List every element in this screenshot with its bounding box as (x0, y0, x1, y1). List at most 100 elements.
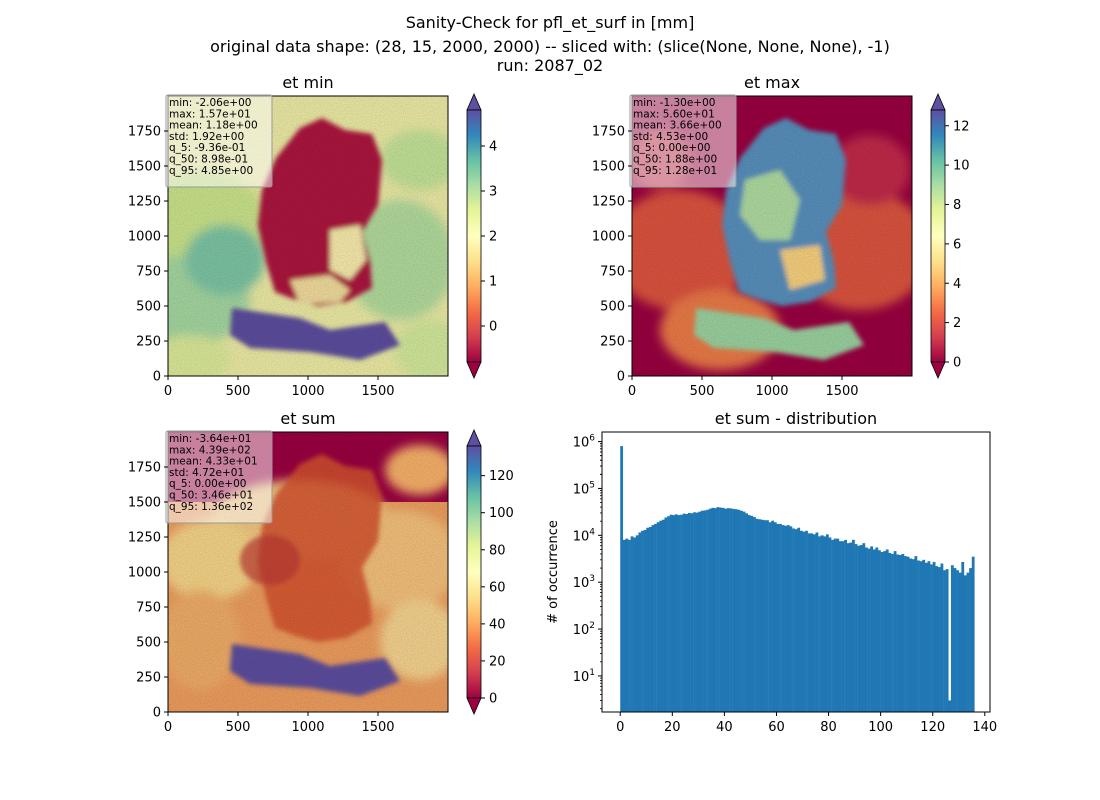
colorbar-tick-label: 4 (489, 140, 497, 155)
y-tick-label: 750 (136, 601, 161, 616)
histogram-bar (758, 519, 762, 712)
colorbar-tick-label: 0 (953, 356, 961, 371)
hist-y-tick-label: 101 (573, 668, 595, 685)
hist-y-tick-label: 105 (573, 480, 595, 497)
colorbar-extend-max (466, 429, 482, 447)
histogram-bar (924, 562, 928, 712)
histogram-bar (867, 548, 871, 712)
histogram-bar (724, 508, 728, 712)
histogram-bar (812, 534, 816, 712)
histogram-bar (784, 525, 788, 712)
histogram-bar (857, 545, 860, 712)
y-tick-label: 1750 (128, 125, 161, 140)
histogram-bar (713, 508, 717, 712)
x-tick-label: 1500 (361, 384, 394, 399)
heatmap-image-et-max (632, 96, 912, 376)
histogram-bar (846, 543, 850, 712)
histogram-bar (878, 550, 881, 712)
axes-et-min: 0 500 1000 1500 0 250 500 750 1000 1250 1500 1750 (128, 125, 395, 400)
y-tick-label: 1000 (128, 230, 161, 245)
histogram-bar (922, 559, 926, 712)
histogram-bar (656, 522, 660, 712)
histogram-bar (664, 517, 668, 712)
histogram-bar (831, 539, 834, 712)
histogram-bar (820, 535, 824, 712)
hist-x-tick-label: 20 (664, 720, 681, 735)
histogram-bar (620, 446, 624, 712)
x-tick-label: 1500 (361, 720, 394, 735)
y-tick-label: 500 (600, 300, 625, 315)
histogram-bar (698, 511, 702, 712)
histogram-bar (956, 570, 959, 712)
figure-title-line-2: original data shape: (28, 15, 2000, 2000… (210, 37, 890, 56)
y-tick-label: 0 (617, 370, 625, 385)
figure-title-line-3: run: 2087_02 (496, 56, 604, 75)
histogram-bar (950, 565, 954, 712)
histogram-bar (825, 534, 829, 712)
colorbar-tick-label: 4 (953, 277, 961, 292)
histogram-bar (740, 510, 743, 712)
stats-line: q_50: 3.46e+01 (169, 490, 253, 502)
histogram-bar (646, 527, 650, 712)
histogram-bar (838, 541, 842, 712)
y-tick-label: 0 (153, 706, 161, 721)
x-tick-label: 500 (690, 384, 715, 399)
y-tick-label: 750 (600, 265, 625, 280)
stats-line: std: 1.92e+00 (169, 131, 244, 143)
colorbar-tick-label: 3 (489, 185, 497, 200)
histogram-bar (708, 508, 712, 712)
histogram-bar (792, 528, 795, 712)
x-tick-label: 0 (164, 384, 172, 399)
y-tick-label: 1750 (592, 125, 625, 140)
hist-x-tick-label: 80 (820, 720, 837, 735)
histogram-bar (622, 539, 626, 712)
colorbar-tick-label: 0 (489, 320, 497, 335)
histogram-bar (818, 536, 821, 712)
histogram-bar (779, 523, 782, 712)
colorbar-tick-label: 40 (489, 617, 506, 632)
panel-title-et-max: et max (744, 73, 800, 92)
histogram-bar (919, 561, 923, 712)
hist-x-tick-label: 100 (868, 720, 893, 735)
histogram-bar (828, 537, 832, 712)
histogram-bar (674, 514, 678, 712)
histogram-bar (932, 561, 936, 712)
histogram-bar (773, 522, 777, 712)
colorbar-gradient (466, 109, 482, 363)
histogram-bar (630, 536, 634, 712)
histogram-bar (961, 561, 965, 712)
histogram-bar (797, 527, 801, 712)
stats-box-background (165, 94, 273, 188)
histogram-bar (898, 555, 902, 712)
histogram-bar (948, 700, 952, 712)
panel-title-distribution: et sum - distribution (715, 409, 877, 428)
histogram-bar (633, 537, 637, 712)
stats-box-background (629, 94, 737, 188)
histogram-bar (937, 567, 941, 712)
x-tick-label: 0 (628, 384, 636, 399)
histogram-bar (776, 523, 780, 712)
colorbar-tick-label: 20 (489, 654, 506, 669)
y-tick-label: 1250 (128, 531, 161, 546)
histogram-bar (870, 546, 874, 712)
histogram-bar (789, 526, 793, 712)
stats-line: q_95: 4.85e+00 (169, 165, 253, 177)
histogram-bar (625, 538, 629, 712)
histogram-bar (815, 532, 819, 712)
histogram-bar (721, 507, 725, 712)
colorbar-tick-label: 60 (489, 580, 506, 595)
histogram-bar (888, 552, 892, 712)
histogram-bar (844, 539, 847, 712)
histogram-bar (833, 538, 837, 712)
histogram-bar (880, 552, 884, 712)
stats-box-background (165, 430, 273, 524)
histogram-bar (638, 532, 642, 712)
stats-line: mean: 1.18e+00 (169, 120, 258, 132)
histogram-bar (841, 541, 845, 712)
histogram-panel-et-sum-distribution: et sum - distribution 0 20 40 60 80 100 120 140… (546, 409, 997, 735)
hist-y-tick-label: 106 (573, 434, 596, 451)
x-tick-label: 0 (164, 720, 172, 735)
